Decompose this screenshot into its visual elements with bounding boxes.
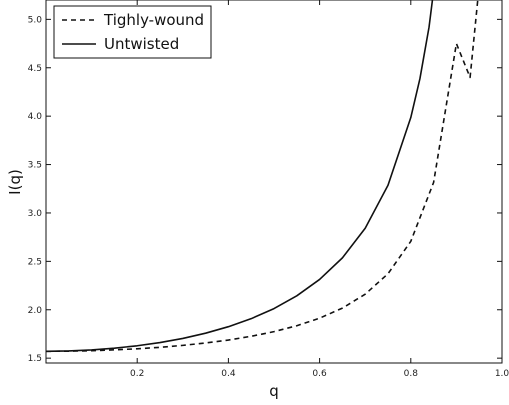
y-tick-label: 3.5 [28, 161, 42, 171]
y-tick-label: 2.5 [28, 257, 42, 267]
y-tick-label: 5.0 [28, 15, 43, 25]
legend-label-untwisted: Untwisted [104, 35, 179, 53]
series-layer [46, 0, 479, 353]
series-line-tighly-wound [46, 0, 479, 353]
legend-label-tighly-wound: Tighly-wound [103, 11, 204, 29]
x-tick-label: 0.8 [404, 369, 419, 379]
x-tick-label: 0.4 [221, 369, 236, 379]
y-tick-label: 4.5 [28, 64, 42, 74]
plot-frame [45, 0, 503, 364]
y-tick-label: 1.5 [28, 354, 42, 364]
y-tick-label: 4.0 [28, 112, 43, 122]
y-tick-label: 3.0 [28, 209, 43, 219]
legend: Tighly-wound Untwisted [53, 5, 212, 59]
x-tick-label: 0.2 [130, 369, 144, 379]
y-axis-label: I(q) [6, 169, 24, 195]
x-tick-label: 1.0 [495, 369, 509, 379]
plot-area [46, 0, 502, 363]
series-line-untwisted [46, 0, 434, 353]
legend-box [53, 5, 212, 59]
x-axis-label: q [269, 382, 279, 400]
y-tick-label: 2.0 [28, 306, 43, 316]
x-tick-label: 0.6 [312, 369, 327, 379]
